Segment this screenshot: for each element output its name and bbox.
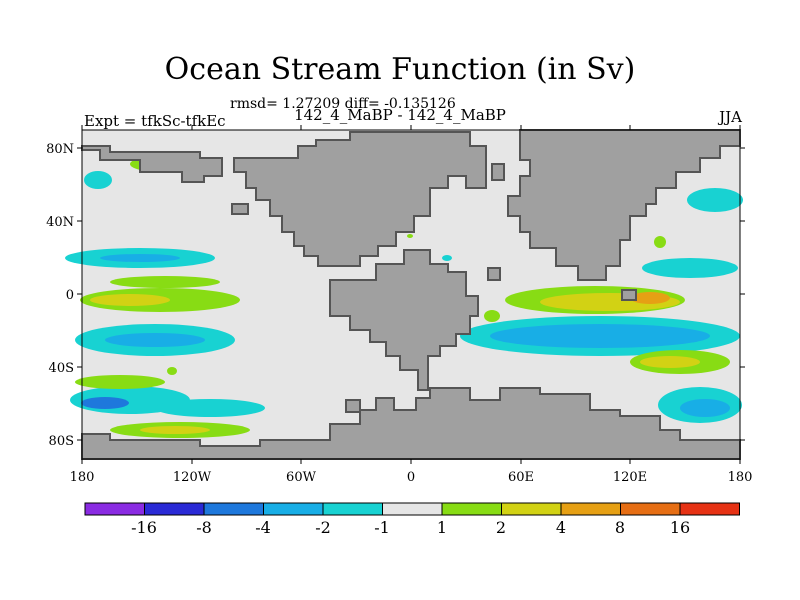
lon-tick-label: 60W bbox=[286, 470, 317, 485]
lon-tick-label: 120E bbox=[613, 470, 647, 485]
colorbar-labels: -16 -8 -4 -2 -1 1 2 4 8 16 bbox=[131, 518, 690, 537]
lat-tick-label: 0 bbox=[66, 288, 74, 303]
colorbar-label: -16 bbox=[131, 518, 157, 537]
colorbar-label: -1 bbox=[374, 518, 390, 537]
colorbar-label: -2 bbox=[315, 518, 331, 537]
map-panel bbox=[65, 129, 743, 460]
colorbar-swatch bbox=[560, 502, 621, 516]
colorbar bbox=[84, 502, 740, 516]
lat-ticks bbox=[77, 147, 745, 441]
lat-tick-label: 80N bbox=[46, 142, 74, 157]
lon-tick-label: 180 bbox=[728, 470, 753, 485]
colorbar-label: -8 bbox=[196, 518, 212, 537]
colorbar-swatch bbox=[84, 502, 145, 516]
case-label: 142_4_MaBP - 142_4_MaBP bbox=[294, 106, 506, 124]
lon-ticks bbox=[81, 125, 741, 464]
lon-tick-label: 180 bbox=[70, 470, 95, 485]
colorbar-swatch bbox=[263, 502, 324, 516]
colorbar-swatch bbox=[441, 502, 502, 516]
lat-tick-label: 80S bbox=[49, 434, 74, 449]
colorbar-swatch bbox=[144, 502, 205, 516]
lon-tick-label: 60E bbox=[508, 470, 534, 485]
colorbar-swatch bbox=[203, 502, 264, 516]
negative-contours bbox=[65, 171, 743, 423]
colorbar-label: 4 bbox=[556, 518, 566, 537]
plot-title: Ocean Stream Function (in Sv) bbox=[164, 52, 636, 87]
colorbar-swatch bbox=[501, 502, 562, 516]
colorbar-swatch bbox=[620, 502, 681, 516]
lat-tick-labels: 80N 40N 0 40S 80S bbox=[46, 142, 74, 449]
colorbar-label: 16 bbox=[670, 518, 690, 537]
lon-tick-labels: 180 120W 60W 0 60E 120E 180 bbox=[70, 470, 753, 485]
colorbar-label: 8 bbox=[615, 518, 625, 537]
lat-tick-label: 40S bbox=[49, 361, 74, 376]
colorbar-label: 1 bbox=[437, 518, 447, 537]
plot-subtitle: rmsd= 1.27209 diff= -0.135126 bbox=[230, 96, 456, 112]
season-label: JJA bbox=[719, 108, 742, 126]
lat-tick-label: 40N bbox=[46, 215, 74, 230]
colorbar-label: 2 bbox=[496, 518, 506, 537]
colorbar-swatch bbox=[679, 502, 740, 516]
colorbar-swatch bbox=[322, 502, 383, 516]
colorbar-label: -4 bbox=[255, 518, 271, 537]
lon-tick-label: 120W bbox=[173, 470, 212, 485]
lon-tick-label: 0 bbox=[407, 470, 415, 485]
land-masses bbox=[81, 129, 741, 460]
experiment-label: Expt = tfkSc-tfkEc bbox=[84, 112, 226, 130]
colorbar-swatch bbox=[382, 502, 443, 516]
